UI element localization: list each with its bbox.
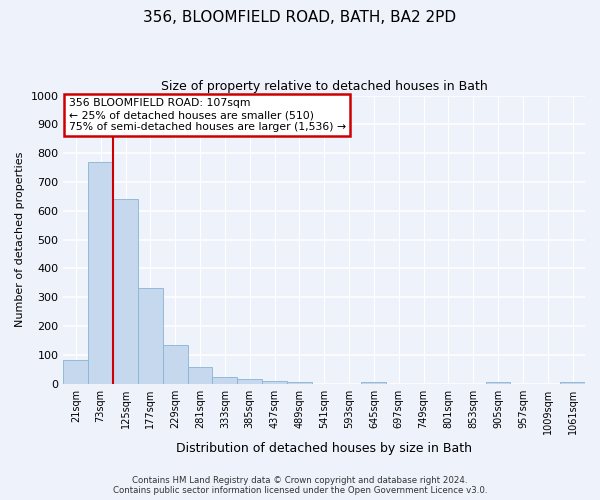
Text: Contains HM Land Registry data © Crown copyright and database right 2024.
Contai: Contains HM Land Registry data © Crown c… — [113, 476, 487, 495]
Bar — [212, 377, 237, 384]
Bar — [138, 288, 163, 384]
X-axis label: Distribution of detached houses by size in Bath: Distribution of detached houses by size … — [176, 442, 472, 455]
Y-axis label: Number of detached properties: Number of detached properties — [15, 152, 25, 327]
Title: Size of property relative to detached houses in Bath: Size of property relative to detached ho… — [161, 80, 488, 93]
Bar — [88, 162, 113, 384]
Bar — [361, 382, 386, 384]
Bar — [163, 344, 188, 384]
Bar — [188, 367, 212, 384]
Bar — [64, 360, 88, 384]
Bar — [287, 382, 312, 384]
Bar — [262, 380, 287, 384]
Bar — [485, 382, 511, 384]
Text: 356, BLOOMFIELD ROAD, BATH, BA2 2PD: 356, BLOOMFIELD ROAD, BATH, BA2 2PD — [143, 10, 457, 25]
Bar — [113, 199, 138, 384]
Bar — [560, 382, 585, 384]
Text: 356 BLOOMFIELD ROAD: 107sqm
← 25% of detached houses are smaller (510)
75% of se: 356 BLOOMFIELD ROAD: 107sqm ← 25% of det… — [68, 98, 346, 132]
Bar — [237, 379, 262, 384]
